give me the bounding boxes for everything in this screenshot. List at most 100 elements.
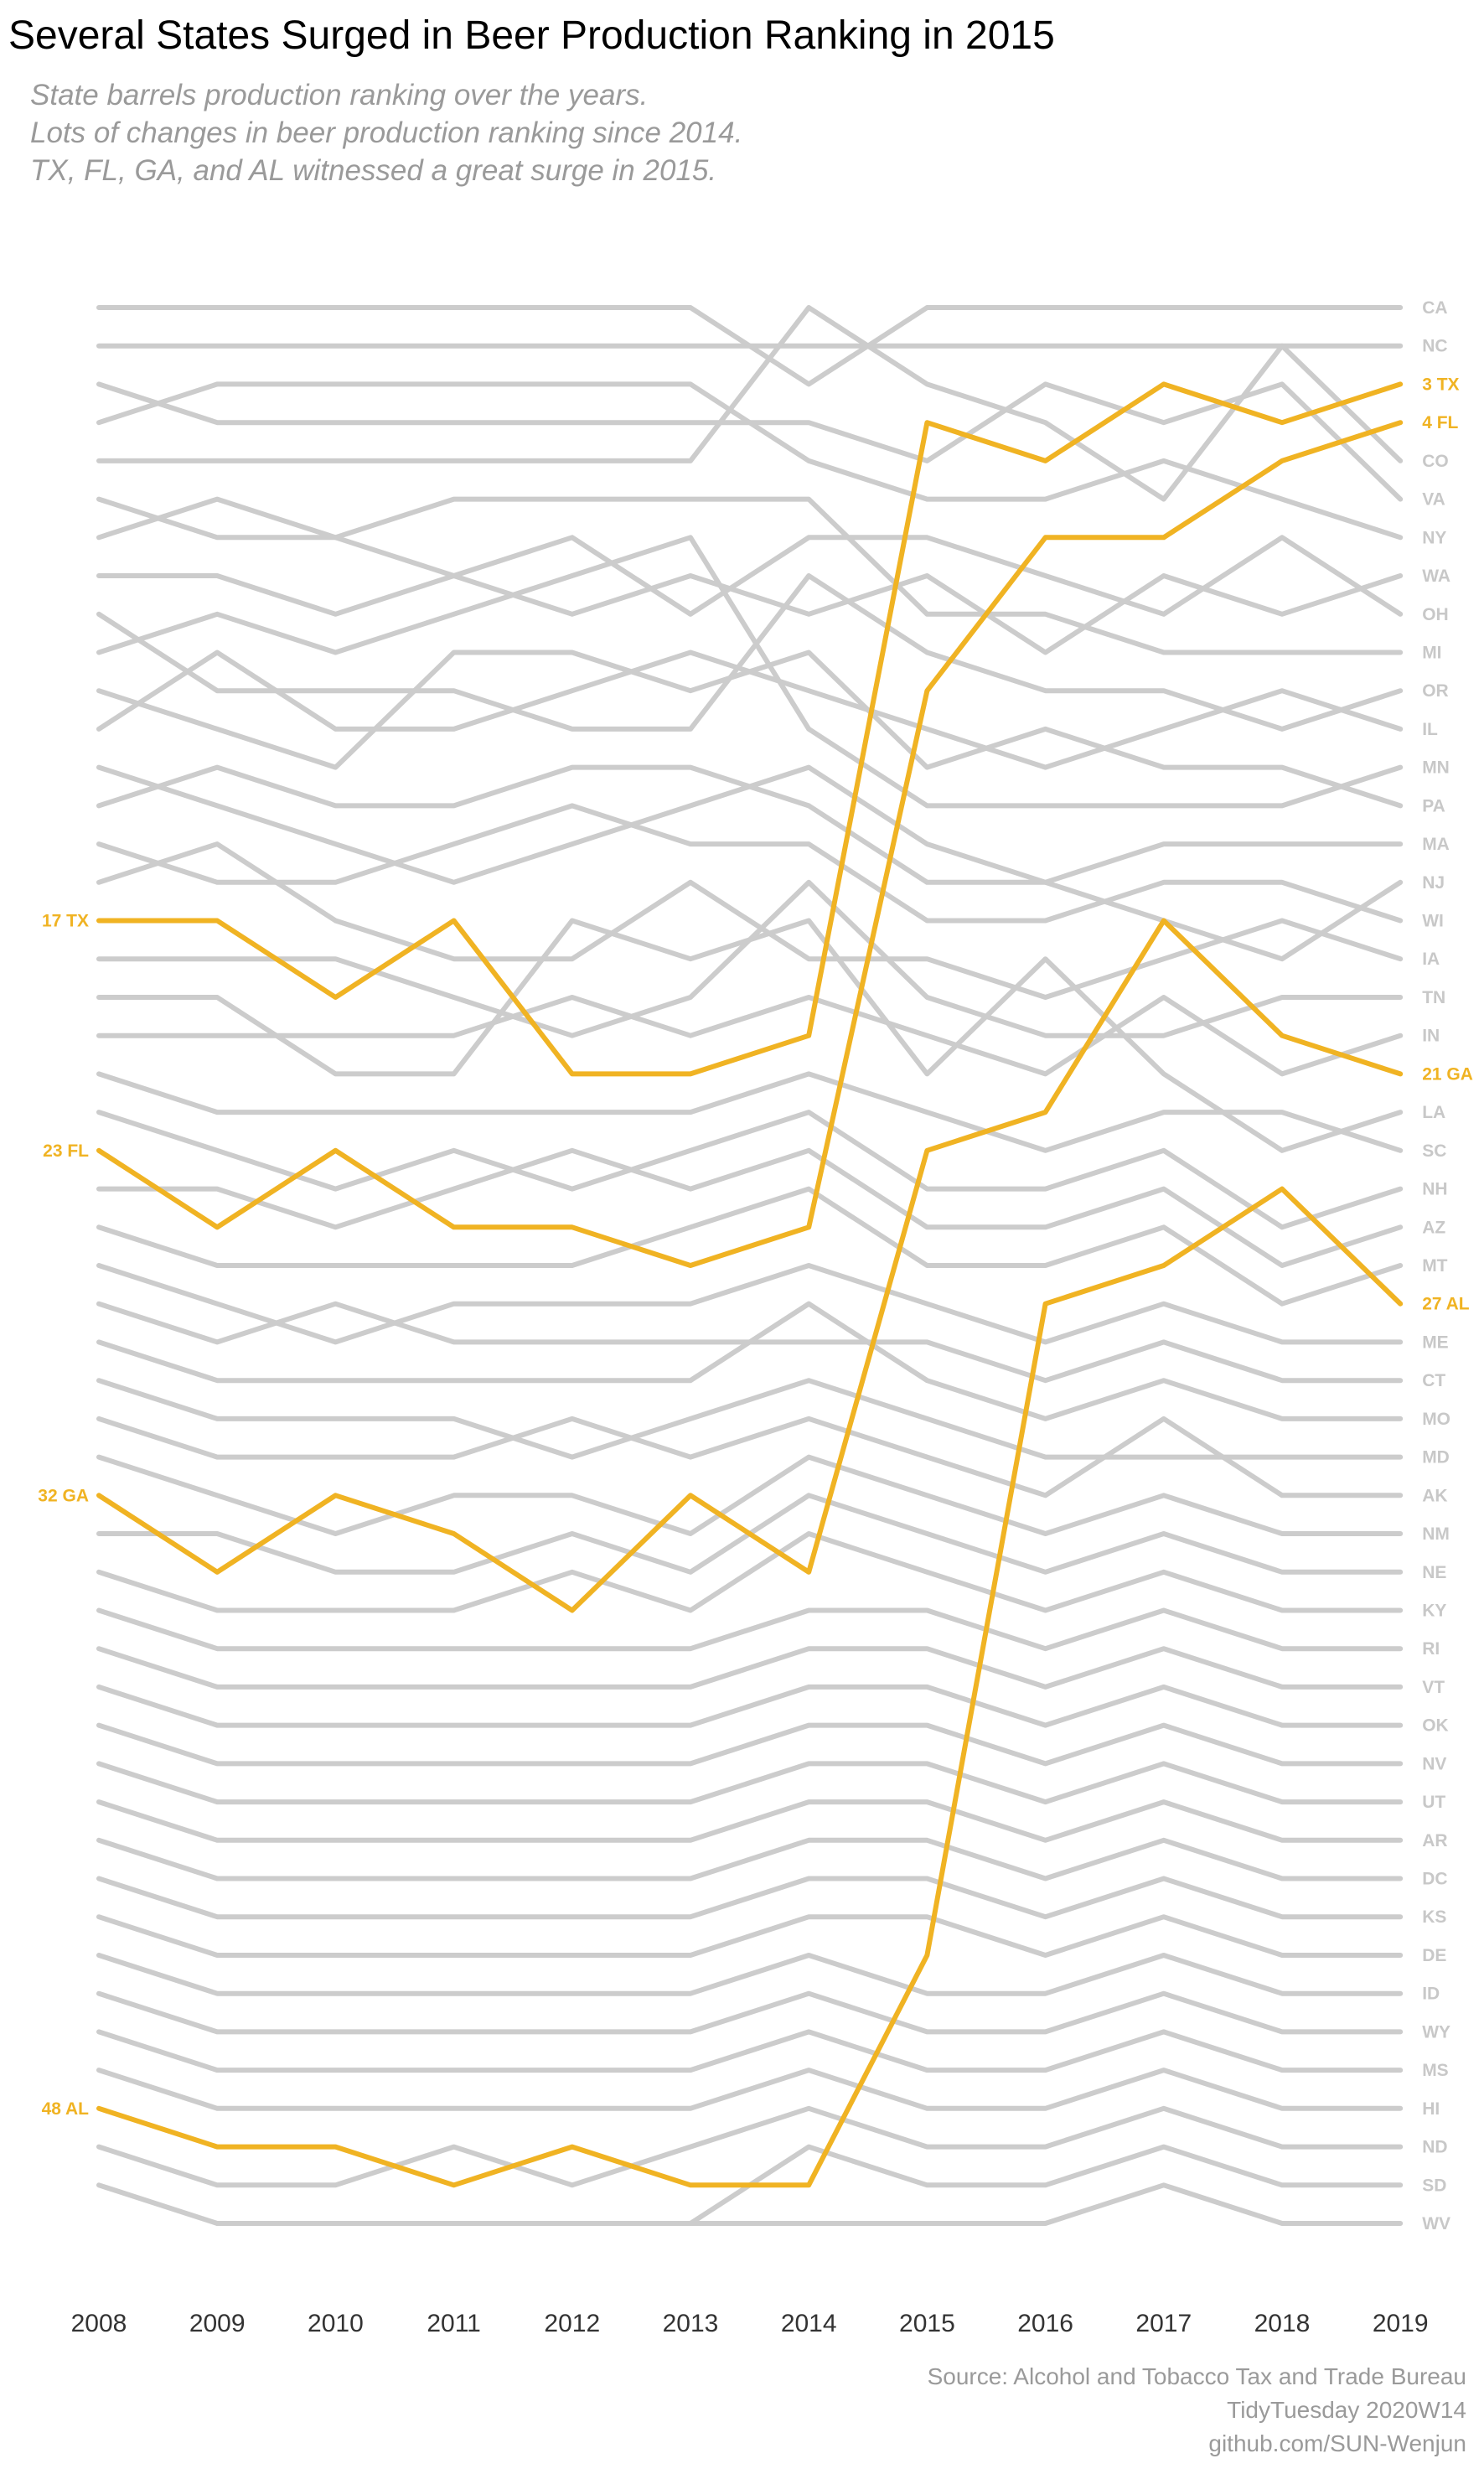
year-label-2014: 2014 [781,2310,837,2337]
caption-tidytuesday: TidyTuesday 2020W14 [1227,2397,1466,2423]
end-label-de: DE [1422,1946,1446,1965]
end-label-nv: NV [1422,1754,1446,1773]
state-line-fl [96,420,1404,1268]
state-line-8 [96,496,1404,655]
state-line-42 [96,1990,1404,2035]
end-label-me: ME [1422,1333,1449,1352]
state-line-35 [96,1722,1404,1767]
end-label-ma: MA [1422,835,1450,854]
state-line-47 [215,2182,1404,2226]
state-line-tx [96,381,1404,1077]
state-line-31 [96,1531,1404,1613]
state-line-38 [96,1837,1404,1881]
end-label-co: CO [1422,452,1449,471]
state-line-41 [96,1953,1404,1996]
end-label-ks: KS [1422,1907,1446,1927]
state-line-23 [96,1186,1404,1307]
end-label-hi: HI [1422,2099,1440,2119]
state-line-43 [96,2029,1404,2073]
start-label-ga: 32 GA [38,1486,89,1505]
end-label-md: MD [1422,1448,1450,1467]
year-label-2008: 2008 [71,2310,127,2337]
state-line-11 [96,650,1404,809]
state-line-6 [96,496,1404,655]
end-label-ia: IA [1422,950,1440,969]
other-state-lines [96,305,1404,2226]
state-line-28 [96,1416,1404,1498]
state-line-32 [96,1607,1404,1652]
end-label-ct: CT [1422,1371,1445,1390]
start-labels: 17 TX 23 FL 32 GA 48 AL [38,912,89,2119]
end-label-tn: TN [1422,988,1445,1007]
end-label-21-ga: 21 GA [1422,1064,1473,1084]
end-label-ms: MS [1422,2061,1449,2080]
start-label-al: 48 AL [42,2099,90,2119]
end-label-ri: RI [1422,1639,1440,1659]
year-label-2010: 2010 [308,2310,364,2337]
state-line-40 [96,1914,1404,1958]
chart-title: Several States Surged in Beer Production… [8,13,1055,58]
end-label-pa: PA [1422,796,1445,815]
end-label-wi: WI [1422,912,1444,931]
end-label-3-tx: 3 TX [1422,375,1459,394]
year-label-2009: 2009 [189,2310,246,2337]
state-line-20 [96,1071,1404,1153]
end-label-il: IL [1422,720,1438,739]
start-label-tx: 17 TX [42,912,89,931]
chart-subtitle-line-1: State barrels production ranking over th… [30,79,648,111]
state-line-18 [96,995,1404,1077]
end-label-sc: SC [1422,1141,1446,1161]
end-label-ne: NE [1422,1563,1446,1582]
end-label-ut: UT [1422,1793,1445,1812]
end-label-oh: OH [1422,605,1449,624]
end-label-ca: CA [1422,298,1447,318]
end-label-nd: ND [1422,2138,1447,2157]
state-line-39 [96,1876,1404,1920]
state-line-33 [96,1646,1404,1690]
end-label-la: LA [1422,1103,1445,1122]
end-label-mn: MN [1422,758,1450,778]
end-label-dc: DC [1422,1870,1447,1889]
end-label-wv: WV [1422,2214,1450,2233]
end-label-mi: MI [1422,643,1441,662]
end-label-az: AZ [1422,1218,1445,1237]
end-label-vt: VT [1422,1678,1445,1697]
year-label-2011: 2011 [427,2310,481,2337]
start-label-fl: 23 FL [43,1141,89,1161]
state-line-14 [96,764,1404,962]
year-label-2015: 2015 [899,2310,955,2337]
state-line-24 [96,1263,1404,1345]
end-label-ny: NY [1422,528,1446,547]
chart-subtitle-line-3: TX, FL, GA, and AL witnessed a great sur… [30,154,716,187]
end-label-nj: NJ [1422,873,1445,893]
year-label-2013: 2013 [663,2310,719,2337]
caption-github: github.com/SUN-Wenjun [1208,2430,1466,2456]
end-label-wy: WY [1422,2022,1450,2042]
state-line-37 [96,1799,1404,1843]
state-line-44 [96,2068,1404,2111]
state-line-22 [96,1147,1404,1268]
state-line-29 [96,1454,1404,1536]
year-label-2016: 2016 [1017,2310,1073,2337]
year-label-2018: 2018 [1254,2310,1311,2337]
year-label-2017: 2017 [1135,2310,1192,2337]
state-line-15 [96,803,1404,924]
state-line-al [96,1186,1404,2188]
end-label-ar: AR [1422,1831,1447,1850]
end-label-ok: OK [1422,1716,1449,1736]
end-label-mo: MO [1422,1410,1450,1429]
state-line-19 [96,918,1404,1153]
state-line-7 [96,535,1404,617]
state-line-9 [96,573,1404,732]
end-label-ak: AK [1422,1486,1447,1505]
end-label-va: VA [1422,490,1445,510]
end-label-wa: WA [1422,567,1450,586]
end-label-ky: KY [1422,1601,1446,1620]
end-label-nc: NC [1422,337,1447,356]
year-label-2019: 2019 [1373,2310,1429,2337]
state-line-45 [96,2105,1404,2188]
state-line-34 [96,1684,1404,1728]
end-label-nh: NH [1422,1180,1447,1199]
end-label-27-al: 27 AL [1422,1295,1470,1314]
